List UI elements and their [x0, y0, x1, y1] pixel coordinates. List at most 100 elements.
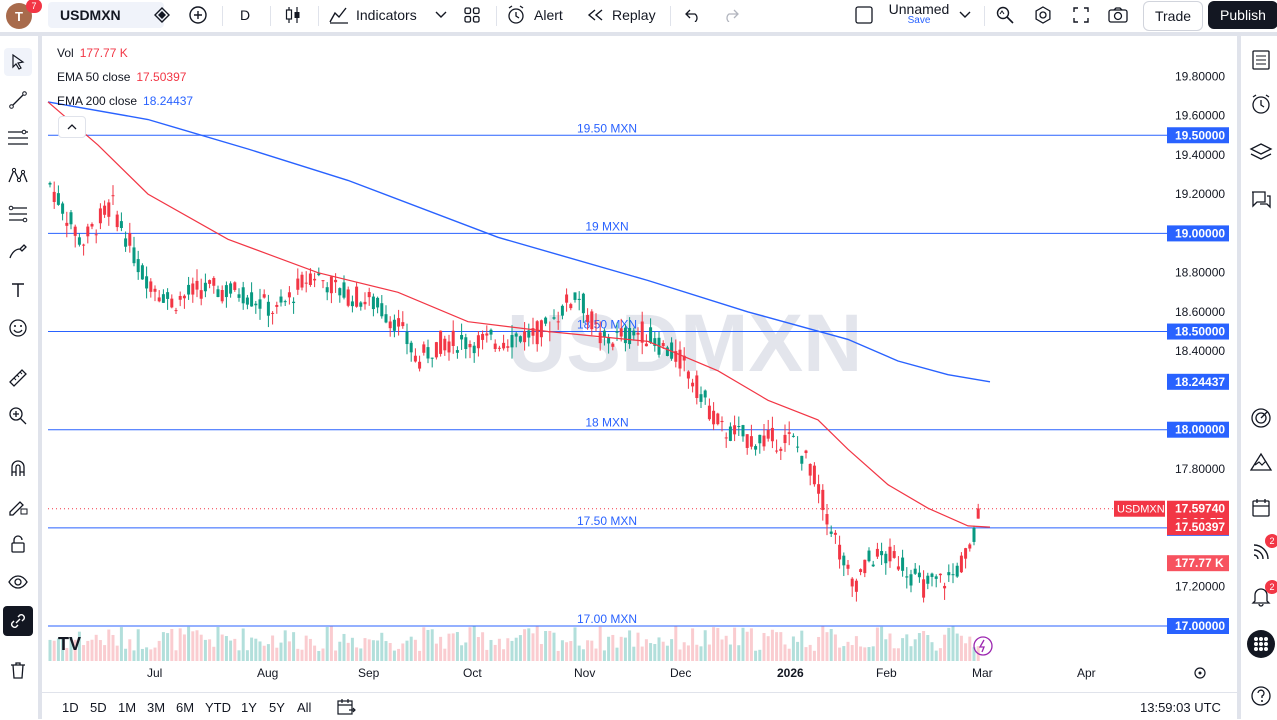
range-3m[interactable]: 3M [147, 699, 166, 715]
apps-grid-icon[interactable] [1245, 628, 1277, 660]
volume-bar [77, 631, 81, 661]
candle-body [720, 420, 724, 423]
indicators-button[interactable]: Indicators [328, 0, 422, 30]
trash-icon[interactable] [4, 656, 32, 684]
interval-button[interactable]: D [232, 0, 258, 30]
range-5d[interactable]: 5D [90, 699, 107, 715]
range-all[interactable]: All [297, 699, 312, 715]
templates-grid-icon[interactable] [460, 0, 484, 30]
vol-legend-label: Vol [57, 46, 74, 60]
layout-square-icon[interactable] [852, 0, 876, 30]
range-6m[interactable]: 6M [176, 699, 195, 715]
candle-body [128, 233, 132, 246]
trend-line-icon[interactable] [4, 86, 32, 114]
volume-bar [653, 644, 657, 661]
fullscreen-icon[interactable] [1068, 0, 1094, 30]
trade-button[interactable]: Trade [1143, 1, 1203, 31]
candle-type-icon[interactable] [280, 0, 306, 30]
layers-icon[interactable] [1245, 136, 1277, 168]
chevron-down-icon[interactable] [432, 0, 450, 30]
text-tool-icon[interactable] [4, 276, 32, 304]
candle-body [560, 305, 564, 316]
candle-body [678, 349, 682, 369]
volume-bar [443, 648, 447, 661]
candle-body [800, 455, 804, 464]
collapse-legend-button[interactable] [58, 116, 86, 138]
candle-body [191, 283, 195, 295]
pattern-icon[interactable] [4, 162, 32, 190]
time-tick-label: Apr [1077, 666, 1096, 680]
candle-body [397, 318, 401, 327]
cursor-icon[interactable] [4, 48, 32, 76]
candle-body [392, 319, 396, 331]
layout-chevron-icon[interactable] [956, 0, 974, 30]
volume-legend[interactable]: Vol 177.77 K [57, 46, 128, 60]
volume-bar [737, 645, 741, 661]
range-5y[interactable]: 5Y [269, 699, 285, 715]
alert-button[interactable]: Alert [506, 0, 570, 30]
volume-bar [422, 627, 426, 661]
range-1y[interactable]: 1Y [241, 699, 257, 715]
layout-name-button[interactable]: Unnamed Save [884, 0, 954, 30]
go-to-date-icon[interactable] [336, 697, 356, 717]
candle-body [619, 328, 623, 337]
help-icon[interactable] [1245, 680, 1277, 712]
replay-button[interactable]: Replay [586, 0, 660, 30]
calendar-icon[interactable] [1245, 492, 1277, 524]
link-icon[interactable] [3, 606, 33, 636]
rewind-icon [587, 9, 603, 21]
eye-icon[interactable] [4, 568, 32, 596]
magnet-icon[interactable] [4, 454, 32, 482]
watchlist-icon[interactable] [1245, 44, 1277, 76]
range-1m[interactable]: 1M [118, 699, 137, 715]
redo-icon[interactable] [718, 0, 744, 30]
range-ytd[interactable]: YTD [205, 699, 231, 715]
pencil-lock-icon[interactable] [4, 492, 32, 520]
candle-body [367, 291, 371, 298]
settings-gear-icon[interactable] [1030, 0, 1056, 30]
quick-search-icon[interactable] [992, 0, 1018, 30]
add-symbol-icon[interactable] [186, 0, 210, 30]
notifications-bell-icon[interactable] [1245, 580, 1277, 612]
candle-body [686, 371, 690, 379]
volume-bar [686, 645, 690, 661]
news-feed-icon[interactable] [1245, 536, 1277, 568]
volume-bar [115, 645, 119, 661]
fib-retracement-icon[interactable] [4, 200, 32, 228]
candle-body [346, 289, 350, 306]
horizontal-lines-icon[interactable] [4, 124, 32, 152]
ideas-icon[interactable] [1245, 446, 1277, 478]
indicators-label: Indicators [356, 7, 417, 23]
ruler-icon[interactable] [4, 364, 32, 392]
symbol-search[interactable]: USDMXN [48, 2, 164, 28]
volume-bar [220, 634, 224, 661]
candle-body [867, 550, 871, 562]
utc-clock[interactable]: 13:59:03 UTC [1140, 699, 1221, 715]
time-axis-settings-icon[interactable] [1194, 667, 1206, 679]
brush-icon[interactable] [4, 238, 32, 266]
candle-body [913, 568, 917, 574]
publish-button[interactable]: Publish [1208, 1, 1277, 29]
volume-bar [506, 638, 510, 661]
undo-icon[interactable] [680, 0, 706, 30]
candle-body [439, 330, 443, 354]
chat-icon[interactable] [1245, 184, 1277, 216]
camera-icon[interactable] [1104, 0, 1132, 30]
flash-icon[interactable] [973, 636, 993, 656]
volume-bar [241, 628, 245, 661]
volume-bar [619, 636, 623, 661]
target-icon[interactable] [1245, 402, 1277, 434]
price-chart[interactable]: USDMXN 19.50 MXN 19 MXN 18.50 MXN 18 MXN 17.… [42, 36, 1237, 691]
zoom-in-icon[interactable] [4, 402, 32, 430]
range-1d[interactable]: 1D [62, 699, 79, 715]
candle-body [842, 555, 846, 566]
volume-bar [157, 640, 161, 661]
candle-body [178, 295, 182, 300]
lock-icon[interactable] [4, 530, 32, 558]
candle-body [413, 355, 417, 362]
emoji-icon[interactable] [4, 314, 32, 342]
compare-diamond-icon[interactable] [150, 0, 174, 30]
ema50-legend[interactable]: EMA 50 close 17.50397 [57, 70, 186, 84]
ema200-legend[interactable]: EMA 200 close 18.24437 [57, 94, 193, 108]
alerts-clock-icon[interactable] [1245, 88, 1277, 120]
